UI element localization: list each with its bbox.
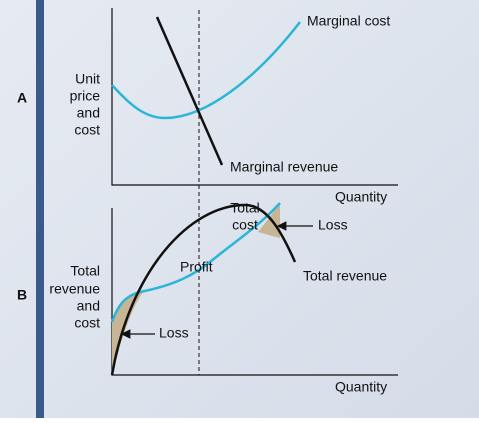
y-axis-label: and <box>77 105 100 121</box>
loss-area <box>258 203 280 238</box>
y-axis-label: and <box>77 298 100 314</box>
marginal-cost-curve <box>111 21 301 120</box>
panel-label: A <box>17 90 27 106</box>
annotation: Loss <box>318 217 348 233</box>
x-axis-label: Quantity <box>335 189 387 205</box>
annotation: Profit <box>180 259 213 275</box>
y-axis-label: cost <box>74 315 100 331</box>
curve-label: cost <box>232 217 258 233</box>
curve-label: Marginal revenue <box>230 159 338 175</box>
x-axis-label: Quantity <box>335 379 387 395</box>
curve-label: Total <box>230 200 260 216</box>
annotation: Loss <box>159 325 189 341</box>
axes <box>111 8 398 186</box>
panel-label: B <box>17 287 27 303</box>
y-axis-label: Total <box>70 263 100 279</box>
loss-area <box>112 291 144 375</box>
y-axis-label: revenue <box>49 281 100 297</box>
side-bar <box>36 0 44 418</box>
y-axis-label: price <box>70 88 101 104</box>
total-cost-curve <box>110 202 281 323</box>
curve-label: Marginal cost <box>307 13 390 29</box>
y-axis-label: Unit <box>75 71 100 87</box>
marginal-revenue-line <box>155 16 224 166</box>
y-axis-label: cost <box>74 122 100 138</box>
curve-label: Total revenue <box>303 268 387 284</box>
